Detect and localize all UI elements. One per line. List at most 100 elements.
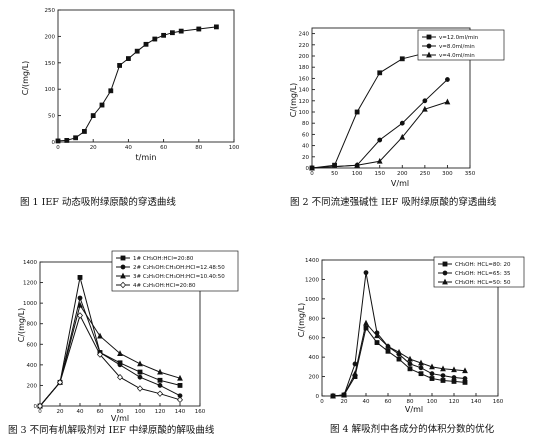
fig3-legend-0-label: 1# CH₃OH:HCl=20:80 <box>133 256 194 262</box>
fig3-legend-2-label: 3# C₂H₅OH:CH₃OH:HCl=10.40:50 <box>133 274 225 280</box>
fig2-series-2-point <box>399 133 406 140</box>
fig3-xtick-label: 0 <box>38 409 42 415</box>
plot-area-fig3: 0 20 40 60 80 100 120 140 160 0 200 400 600 800 1000 12… <box>23 250 239 415</box>
fig4-series-0-point <box>462 379 468 385</box>
fig3-series-3-point <box>97 351 103 358</box>
chart-fig1: 0 20 40 60 80 100 0 50 100 150 200 250 C/(mg/L) t/m… <box>20 8 240 208</box>
fig4-ytick-label: 200 <box>309 375 320 381</box>
fig4-series-0-point <box>363 325 369 331</box>
fig4-series-0-point <box>374 340 380 345</box>
fig3-ytick-label: 1400 <box>23 260 37 266</box>
fig3-ytick-label: 200 <box>27 383 38 389</box>
fig4-xtick-label: 160 <box>493 399 504 405</box>
fig2-ytick-label: 40 <box>302 144 309 150</box>
fig1-ytick-label: 50 <box>48 114 55 120</box>
fig1-series-0-point <box>90 113 96 118</box>
fig4-series-0-point <box>451 379 457 384</box>
fig4-series-2-point <box>330 392 336 399</box>
fig2-ytick-label: 240 <box>299 32 310 38</box>
fig4-series-0-point <box>396 356 402 362</box>
fig4-series-0-point <box>418 371 424 377</box>
fig4-series-2-point <box>407 355 413 362</box>
fig1-xlabel: t/min <box>136 153 157 162</box>
fig3-series-0-point <box>137 369 143 375</box>
fig3-series-3-point <box>137 385 143 392</box>
fig1-ytick-label: 100 <box>45 87 56 93</box>
fig2-series-2-point <box>444 98 451 105</box>
fig1-series-0-point <box>170 30 175 36</box>
fig3-series-2-point <box>97 332 103 339</box>
fig4-xtick-label: 100 <box>427 399 438 405</box>
fig3-series-0-line <box>39 277 181 407</box>
fig4-legend: CH₃OH: HCL=80: 20 CH₃OH: HCL=65: 35 CH₃OH:… <box>433 256 525 288</box>
fig3-xtick-label: 160 <box>195 409 206 415</box>
fig2-series-0-point <box>332 162 337 168</box>
fig3-caption: 图 3 不同有机解吸剂对 IEF 中绿原酸的解吸曲线 <box>8 424 215 436</box>
fig4-xtick-label: 140 <box>471 399 482 405</box>
fig4-legend-1-label: CH₃OH: HCL=65: 35 <box>455 271 511 277</box>
fig4-legend-0-label: CH₃OH: HCL=80: 20 <box>455 262 511 268</box>
fig4-ytick-label: 400 <box>309 355 320 361</box>
fig3-legend-1-marker <box>120 264 126 270</box>
fig4-legend-0-marker <box>442 261 448 267</box>
fig1-series-0-point <box>82 129 87 134</box>
fig1-ytick-label: 0 <box>52 140 56 146</box>
fig4-series-1-point <box>418 365 424 371</box>
fig4-series-2-point <box>341 391 347 398</box>
fig4-series-1-point <box>429 371 435 377</box>
fig2-xtick-label: 150 <box>374 171 385 177</box>
fig4-series-2-point <box>396 348 402 355</box>
fig3-ytick-label: 0 <box>34 404 38 410</box>
fig1-xtick-label: 100 <box>229 145 240 151</box>
fig1-series-0-point <box>196 26 202 32</box>
fig3-ytick-label: 800 <box>27 322 38 328</box>
fig2-series-1-point <box>377 137 383 143</box>
fig1-ylabel: C/(mg/L) <box>21 61 30 96</box>
fig3-ytick-label: 600 <box>27 342 38 348</box>
fig1-series-0-point <box>73 135 78 141</box>
fig2-ytick-label: 200 <box>299 54 310 60</box>
fig1-series-0-point <box>99 102 105 108</box>
fig3-series-3-point <box>177 396 183 404</box>
fig2-legend-2-marker <box>426 51 432 58</box>
fig1-series-0-point <box>64 138 70 143</box>
fig4-series-1-point <box>462 376 468 381</box>
fig2-legend-1-marker <box>426 43 432 49</box>
fig4-xtick-label: 60 <box>385 399 392 405</box>
fig3-legend-1-label: 2# C₂H₅OH:CH₃OH:HCl=12.48:50 <box>133 265 225 271</box>
fig1-axes-frame <box>57 9 235 143</box>
fig4-xlabel: V/ml <box>405 405 423 414</box>
fig2-series-1-line <box>311 79 448 169</box>
fig2-ytick-label: 140 <box>299 88 310 94</box>
fig3-xtick-label: 100 <box>135 409 146 415</box>
fig3-legend: 1# CH₃OH:HCl=20:80 2# C₂H₅OH:CH₃OH:HCl=12… <box>111 250 239 292</box>
fig4-ylabel: C/(mg/L) <box>297 303 306 338</box>
fig4-xtick-label: 20 <box>341 399 348 405</box>
fig2-xtick-label: 50 <box>331 171 338 177</box>
fig3-series-3-point <box>157 390 163 397</box>
fig4-series-2-point <box>385 343 391 349</box>
fig3-series-2-line <box>39 303 181 407</box>
fig2-legend-0-label: v=12.0ml/min <box>439 35 479 41</box>
fig3-series-0-point <box>157 377 163 383</box>
fig3-series-2-point <box>157 368 163 375</box>
fig1-series-0-point <box>134 48 140 54</box>
fig4-series-2-point <box>374 332 380 339</box>
fig3-series-1-line <box>39 296 181 407</box>
chart-fig2: 0 50 100 150 200 250 300 350 0 20 40 60 80 100 120 140 1… <box>289 27 505 208</box>
fig2-legend-0-marker <box>426 34 432 40</box>
fig1-xtick-label: 0 <box>56 145 60 151</box>
fig1-xtick-label: 40 <box>125 145 132 151</box>
fig4-ytick-label: 800 <box>309 316 320 322</box>
fig1-caption: 图 1 IEF 动态吸附绿原酸的穿透曲线 <box>20 196 176 208</box>
fig1-ytick-label: 150 <box>45 61 56 67</box>
fig1-series-0-point <box>143 41 149 47</box>
fig3-series-1-point <box>77 295 83 301</box>
fig3-series-0-point <box>177 383 183 388</box>
fig1-xtick-label: 80 <box>195 145 202 151</box>
fig1-series-0-point <box>126 56 131 61</box>
fig3-series-3-line <box>39 314 181 407</box>
fig2-ytick-label: 100 <box>299 110 310 116</box>
fig4-series-0-point <box>385 348 391 354</box>
